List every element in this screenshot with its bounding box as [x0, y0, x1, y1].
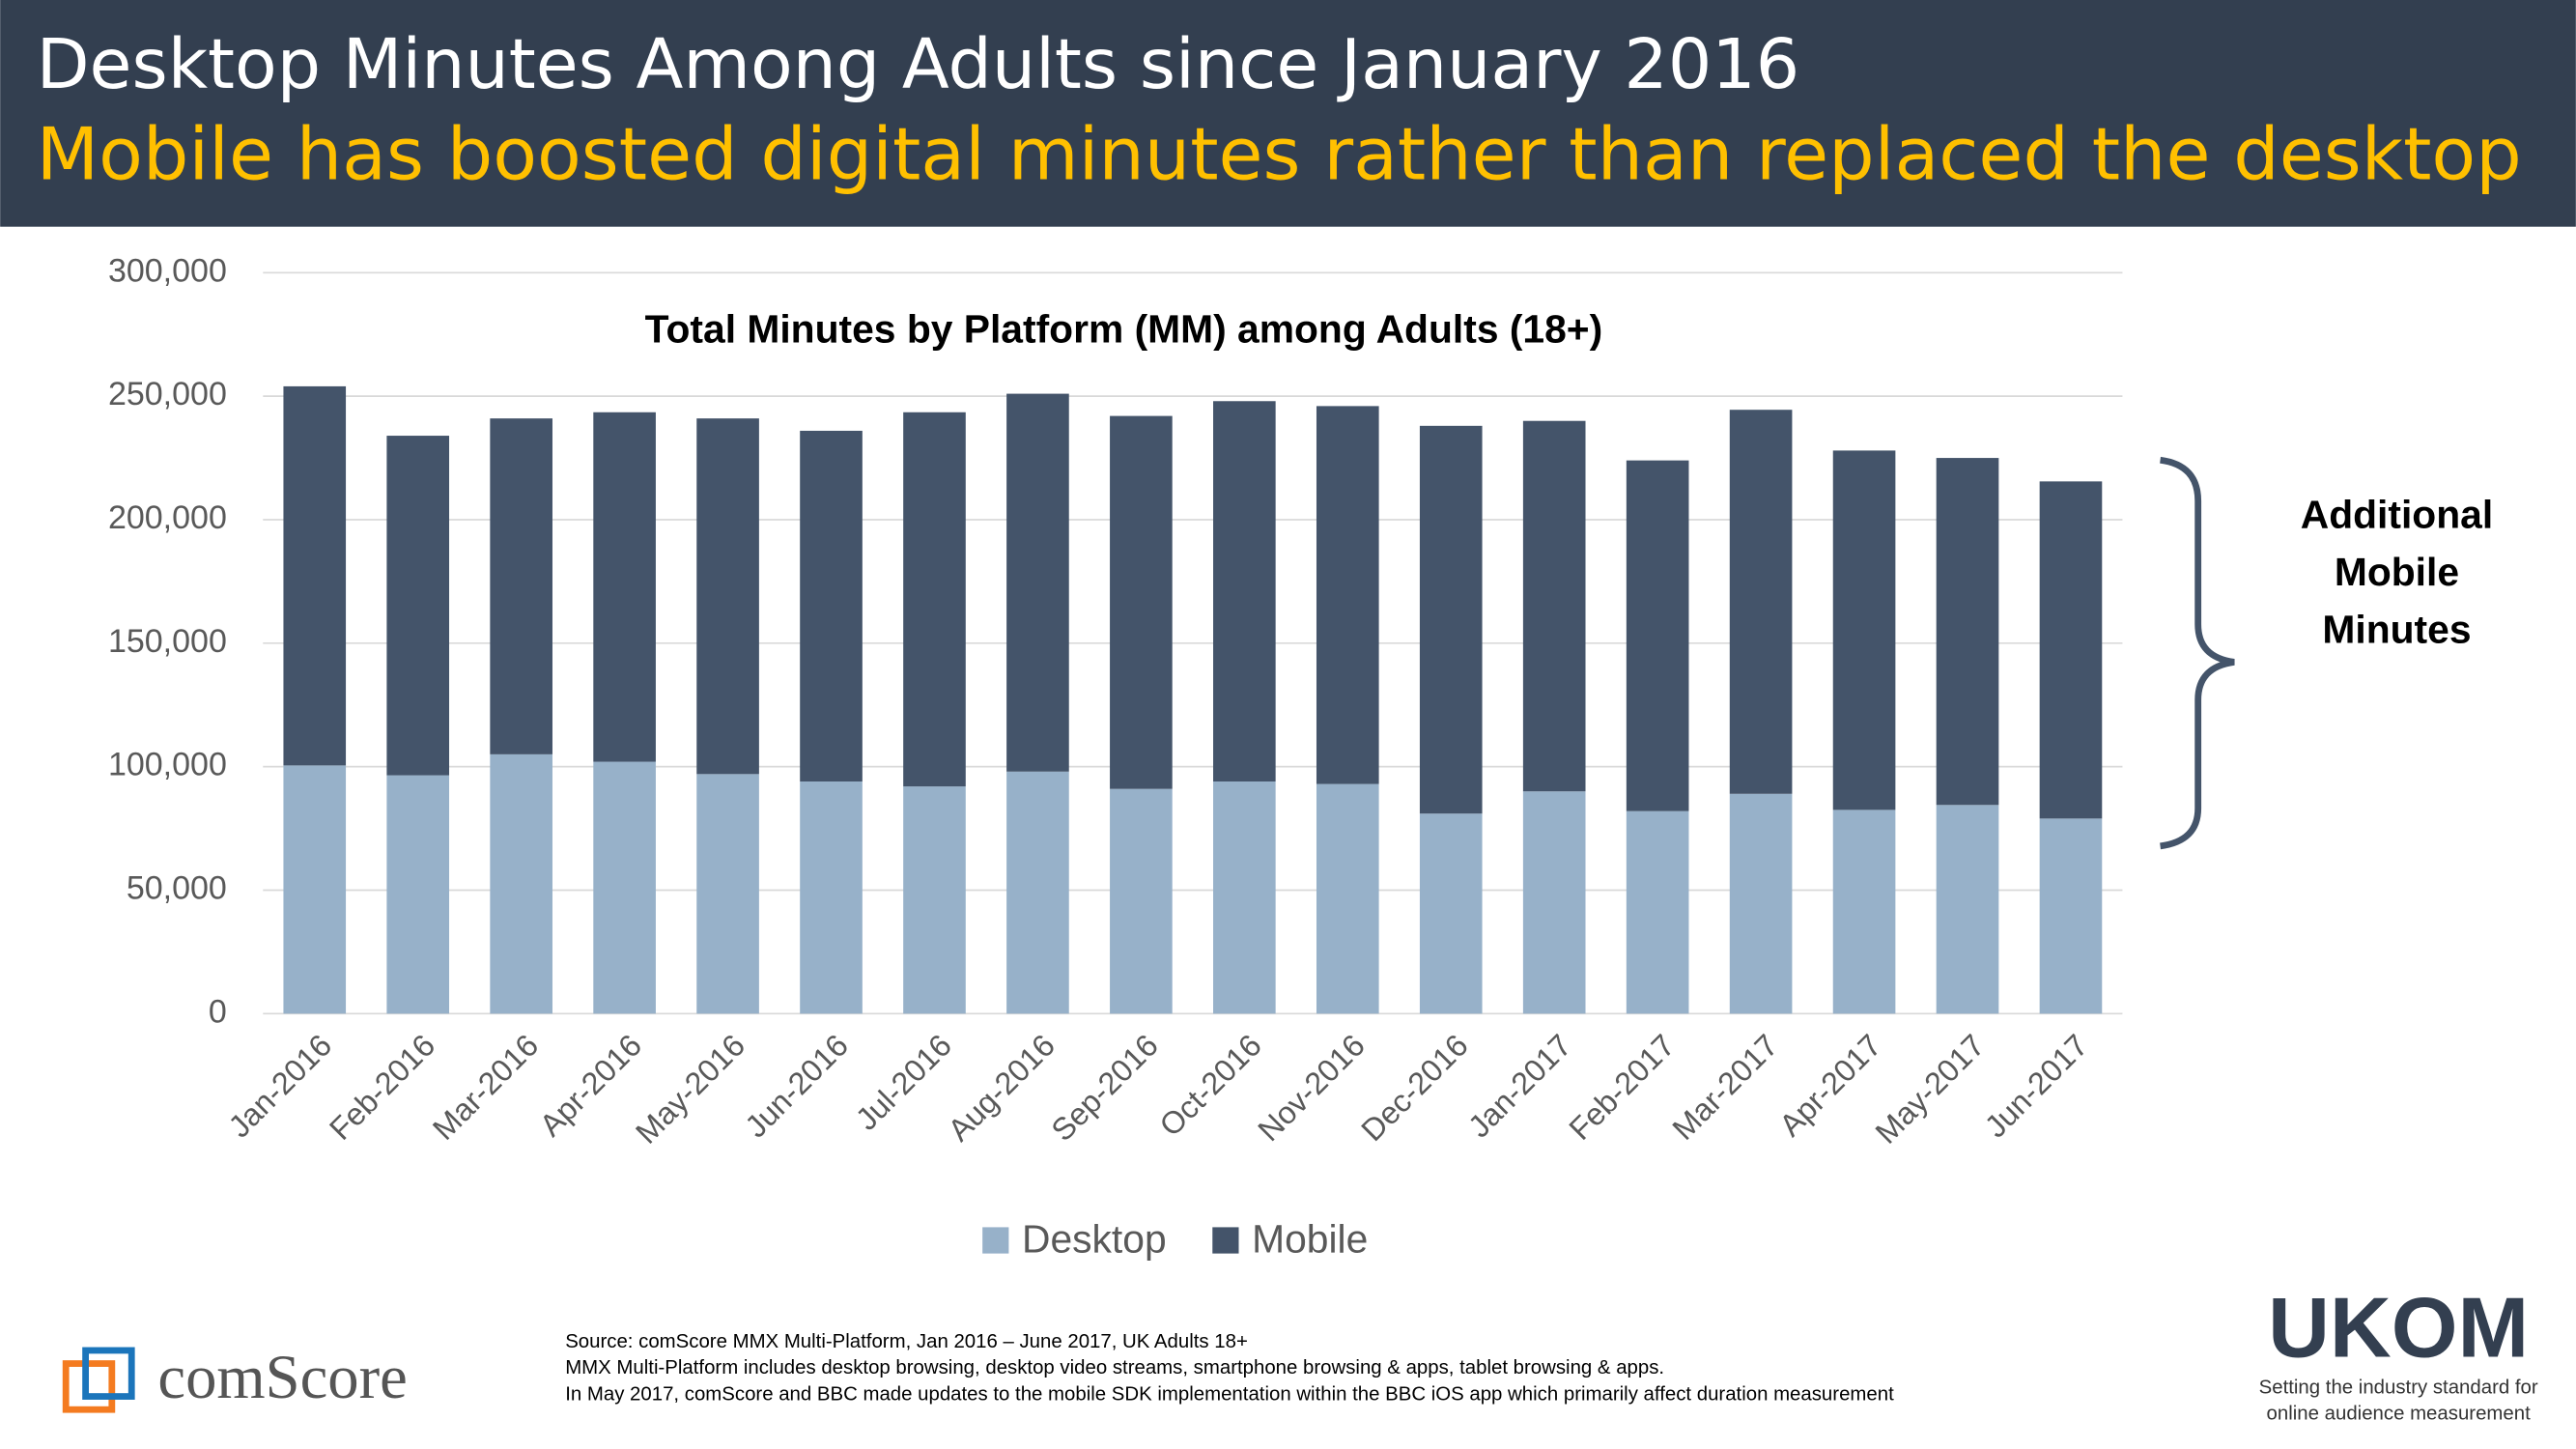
legend-label: Desktop	[1022, 1216, 1167, 1261]
legend-swatch	[982, 1227, 1009, 1254]
y-tick-label: 300,000	[108, 252, 227, 289]
x-tick-label: Feb-2016	[323, 1028, 441, 1147]
bar-segment	[800, 781, 863, 1014]
x-tick-label: May-2017	[1869, 1028, 1992, 1151]
bar-segment	[696, 418, 759, 775]
y-tick-label: 200,000	[108, 499, 227, 536]
annotation: Mobile	[2335, 550, 2459, 594]
x-tick-label: Feb-2017	[1563, 1028, 1682, 1147]
logo-comscore: comScore	[157, 1342, 407, 1411]
legend-swatch	[1212, 1227, 1239, 1254]
bar-segment	[283, 765, 347, 1014]
footnote: In May 2017, comScore and BBC made updat…	[565, 1383, 1894, 1405]
bar-segment	[386, 436, 450, 776]
bar-segment	[1522, 420, 1586, 792]
header-band	[0, 0, 2576, 227]
x-tick-label: Jan-2017	[1461, 1028, 1578, 1145]
bar-segment	[1316, 783, 1379, 1014]
footnote: MMX Multi-Platform includes desktop brow…	[565, 1357, 1664, 1378]
bar-segment	[490, 753, 552, 1014]
bar-segment	[593, 761, 656, 1014]
x-tick-label: May-2016	[629, 1028, 751, 1151]
x-tick-label: Mar-2017	[1665, 1028, 1784, 1147]
x-tick-label: Jun-2016	[738, 1028, 855, 1145]
bar-segment	[1419, 425, 1483, 814]
y-tick-label: 50,000	[127, 869, 227, 906]
brace	[2160, 456, 2235, 850]
annotation: Minutes	[2322, 608, 2471, 652]
slide-subtitle: Mobile has boosted digital minutes rathe…	[37, 112, 2522, 196]
x-tick-label: Jul-2016	[849, 1028, 958, 1137]
y-tick-label: 0	[209, 993, 227, 1030]
bar-segment	[2039, 818, 2103, 1014]
bar-segment	[1419, 813, 1483, 1014]
bar-segment	[1110, 415, 1173, 789]
bar-segment	[1316, 406, 1379, 784]
x-tick-label: Jan-2016	[222, 1028, 339, 1145]
bar-segment	[1006, 771, 1069, 1014]
bar-segment	[1213, 781, 1276, 1014]
bar-segment	[1110, 788, 1173, 1014]
slide-title: Desktop Minutes Among Adults since Janua…	[37, 24, 1800, 104]
bar-segment	[800, 430, 863, 781]
logo-ukom: UKOM	[2268, 1279, 2529, 1375]
bar-segment	[490, 418, 552, 754]
annotation: Additional	[2301, 492, 2493, 536]
legend-label: Mobile	[1252, 1216, 1368, 1261]
x-tick-label: Sep-2016	[1044, 1028, 1165, 1149]
bar-segment	[1213, 401, 1276, 781]
bar-segment	[1006, 393, 1069, 772]
x-tick-label: Mar-2016	[426, 1028, 545, 1147]
x-tick-label: Jun-2017	[1978, 1028, 2095, 1145]
chart-title: Total Minutes by Platform (MM) among Adu…	[645, 306, 1603, 351]
bar-segment	[1626, 810, 1689, 1014]
x-tick-label: Dec-2016	[1354, 1028, 1474, 1148]
bar-segment	[2039, 481, 2103, 819]
bar-segment	[903, 412, 966, 787]
bar-segment	[283, 385, 347, 766]
logo-tagline: Setting the industry standard for	[2259, 1377, 2538, 1398]
bar-segment	[696, 774, 759, 1014]
bar-segment	[1832, 450, 1896, 810]
y-tick-label: 100,000	[108, 747, 227, 783]
bar-segment	[1626, 460, 1689, 811]
footnote: Source: comScore MMX Multi-Platform, Jan…	[565, 1331, 1248, 1352]
x-tick-label: Nov-2016	[1251, 1028, 1371, 1148]
bar-segment	[386, 775, 450, 1014]
comscore-icon	[62, 1347, 135, 1413]
x-tick-label: Oct-2016	[1153, 1028, 1268, 1143]
bar-segment	[1936, 458, 1999, 806]
bar-segment	[1729, 793, 1793, 1014]
logo-tagline: online audience measurement	[2267, 1404, 2532, 1425]
bar-segment	[1729, 410, 1793, 794]
bar-segment	[593, 412, 656, 762]
bar-segment	[903, 786, 966, 1014]
x-tick-label: Aug-2016	[942, 1028, 1062, 1149]
bar-segment	[1832, 810, 1896, 1014]
y-tick-label: 250,000	[108, 376, 227, 412]
bar-segment	[1936, 805, 1999, 1014]
bar-segment	[1522, 791, 1586, 1014]
y-tick-label: 150,000	[108, 623, 227, 660]
